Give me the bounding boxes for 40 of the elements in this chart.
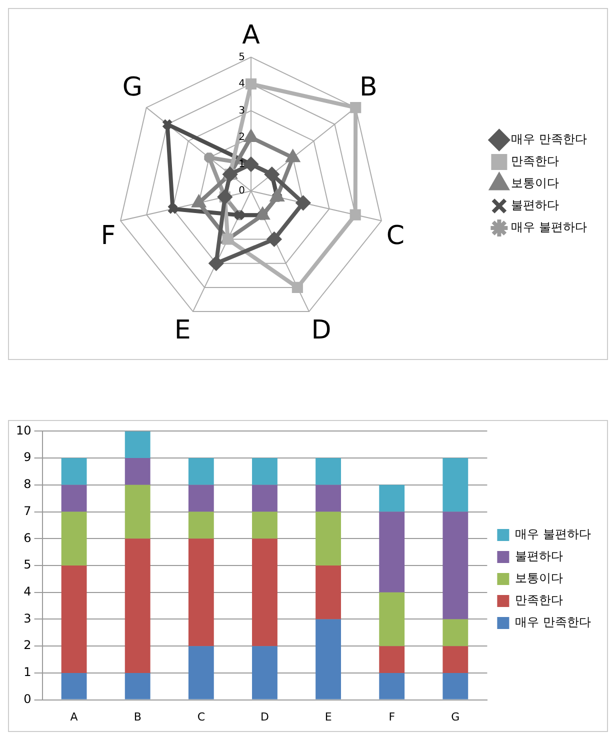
spoke-label: F (100, 221, 116, 252)
spoke-label: C (386, 221, 404, 252)
legend-label: 보통이다 (515, 571, 564, 586)
y-tick-label: 5 (238, 52, 245, 63)
x-tick-label: B (134, 710, 142, 724)
legend-label: 만족한다 (511, 154, 560, 168)
y-tick-label: 1 (24, 665, 32, 680)
legend-label: 불편하다 (511, 198, 560, 212)
y-tick-label: 5 (24, 558, 32, 572)
y-tick-label: 2 (238, 132, 245, 144)
y-tick-label: 0 (238, 186, 245, 197)
x-tick-label: D (260, 710, 269, 724)
spoke-label: E (174, 315, 191, 346)
spoke-label: B (360, 72, 378, 103)
y-tick-label: 4 (238, 78, 245, 90)
y-tick-label: 3 (24, 611, 32, 626)
legend-label: 매우 불편하다 (511, 220, 588, 234)
y-tick-label: 7 (24, 504, 32, 518)
y-tick-label: 0 (24, 692, 32, 706)
x-tick-label: G (451, 710, 460, 724)
x-tick-label: F (388, 710, 396, 724)
y-tick-label: 3 (238, 105, 245, 116)
y-tick-label: 2 (24, 638, 32, 652)
x-tick-label: A (70, 710, 78, 724)
x-tick-label: C (197, 710, 206, 724)
y-tick-label: 9 (24, 450, 32, 464)
legend-label: 매우 만족한다 (511, 132, 588, 146)
legend-label: 불편하다 (515, 549, 564, 564)
legend-label: 매우 불편하다 (515, 527, 592, 542)
spoke-label: D (311, 315, 332, 346)
legend-label: 매우 만족한다 (515, 615, 592, 630)
legend-label: 만족한다 (515, 593, 564, 608)
spoke-label: A (242, 20, 260, 50)
x-tick-label: E (324, 710, 332, 724)
y-tick-label: 8 (24, 477, 32, 492)
spoke-label: G (122, 72, 142, 103)
y-tick-label: 10 (16, 423, 32, 438)
legend-label: 보통이다 (511, 176, 560, 190)
y-tick-label: 6 (24, 530, 32, 545)
y-tick-label: 4 (24, 584, 32, 598)
